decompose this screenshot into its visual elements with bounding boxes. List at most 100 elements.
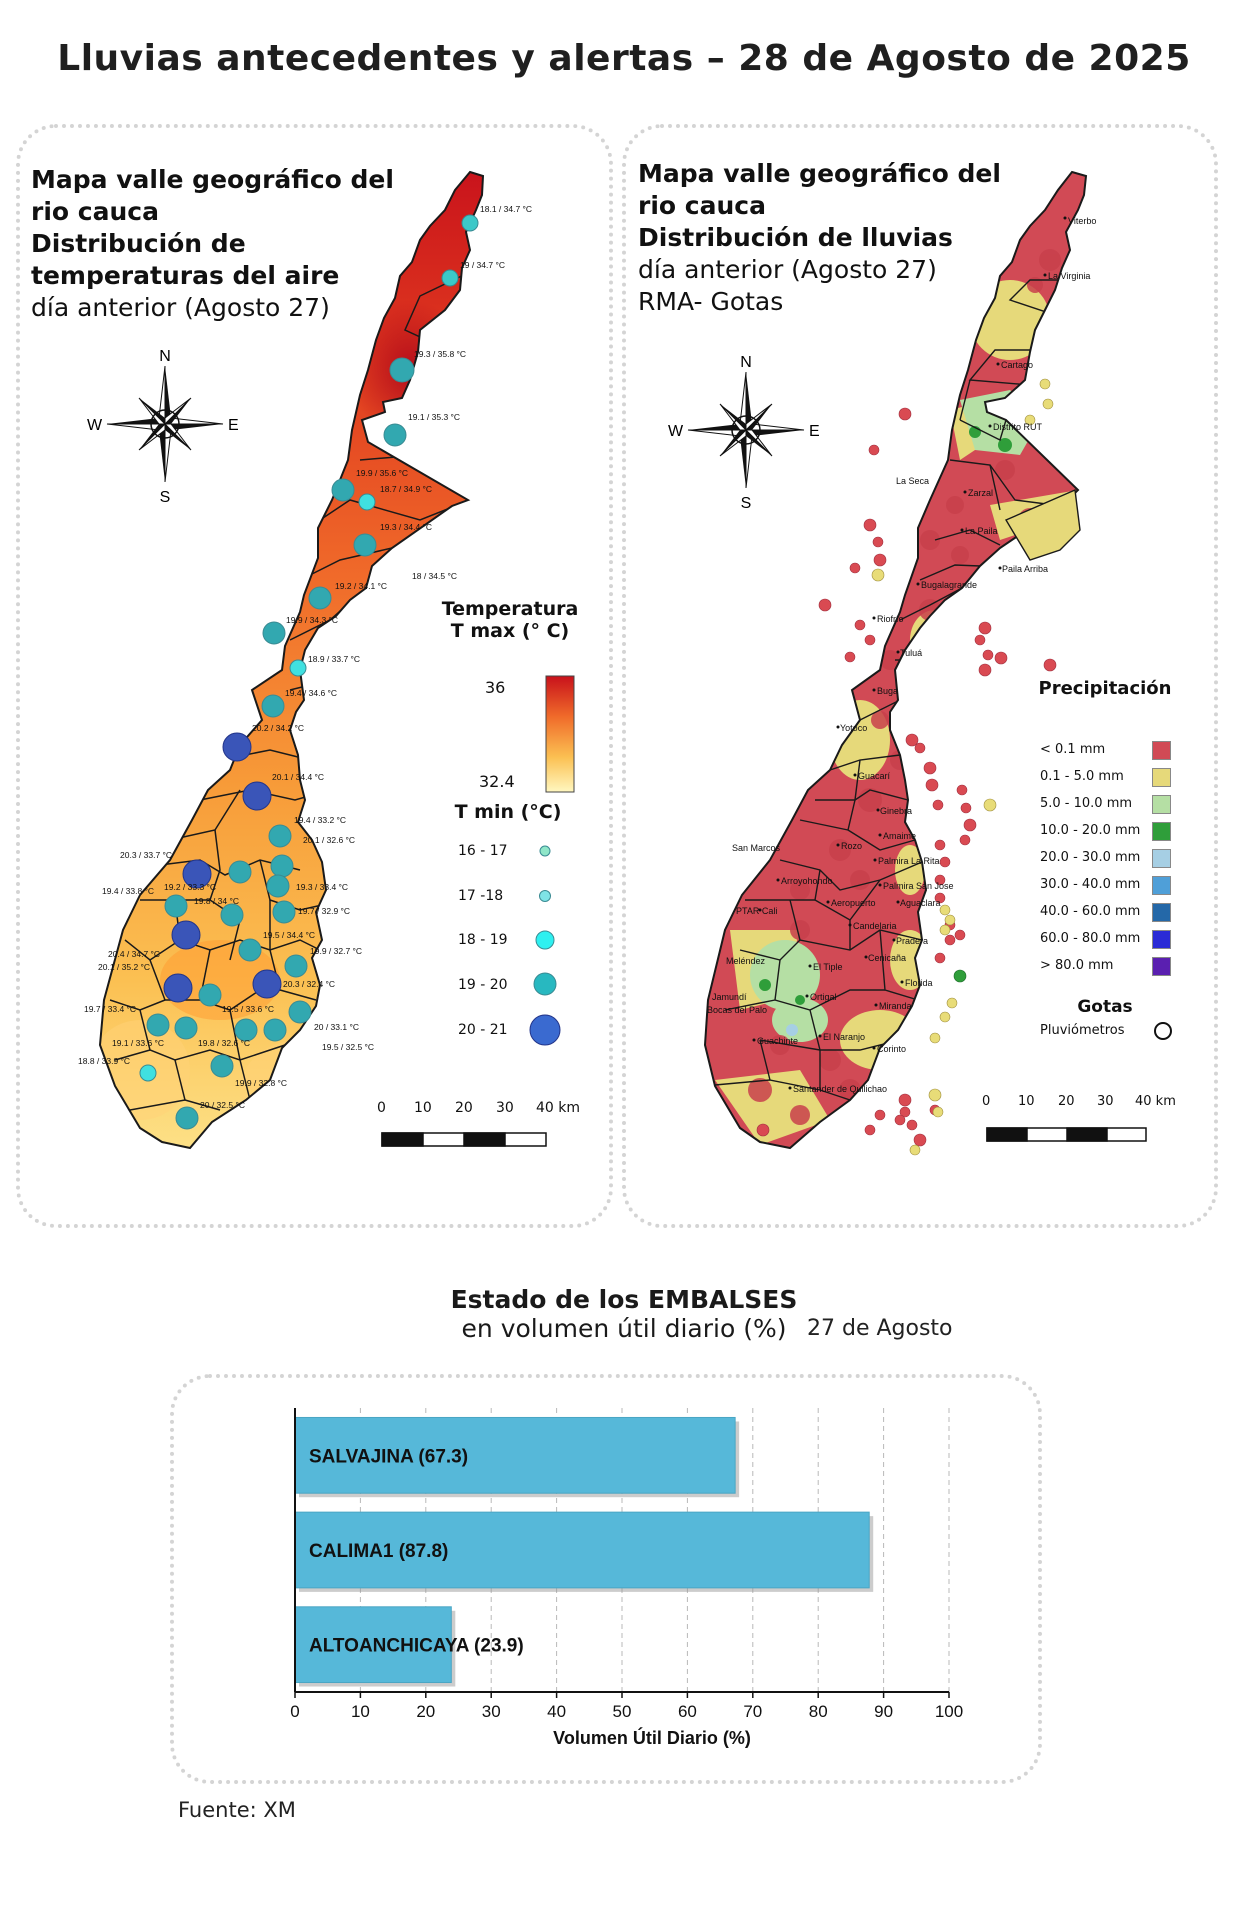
tmin-class-label: 18 - 19 bbox=[458, 932, 508, 948]
reservoirs-title-normal: en volumen útil diario (%) bbox=[461, 1314, 787, 1343]
temp-title-line2: rio cauca bbox=[31, 197, 159, 226]
town-label: Meléndez bbox=[726, 956, 766, 966]
precip-class-label: 30.0 - 40.0 mm bbox=[1040, 877, 1141, 892]
reservoirs-title: Estado de los EMBALSES en volumen útil d… bbox=[0, 1285, 1248, 1343]
station-label: 18.8 / 33.9 °C bbox=[78, 1056, 130, 1066]
town-label: Cartago bbox=[1001, 360, 1033, 370]
scale-label: 40 km bbox=[536, 1100, 581, 1116]
tmin-class-label: 20 - 21 bbox=[458, 1022, 508, 1038]
precip-class-label: 60.0 - 80.0 mm bbox=[1040, 931, 1141, 946]
station-label: 19.9 / 32.7 °C bbox=[310, 946, 362, 956]
scale-label: 0 bbox=[982, 1094, 991, 1109]
tmin-legend-circle-19-20 bbox=[533, 972, 557, 996]
town-label: Miranda bbox=[879, 1001, 912, 1011]
temp-title-line5: día anterior (Agosto 27) bbox=[31, 293, 330, 322]
tmin-legend-circle-18-19 bbox=[535, 930, 555, 950]
precip-class-label: 20.0 - 30.0 mm bbox=[1040, 850, 1141, 865]
reservoir-bar bbox=[294, 1606, 452, 1684]
station-label: 19.4 / 33.8 °C bbox=[102, 886, 154, 896]
page-title: Lluvias antecedentes y alertas – 28 de A… bbox=[57, 38, 1191, 79]
compass-n: N bbox=[740, 354, 752, 371]
x-tick-label: 100 bbox=[935, 1702, 963, 1721]
scale-label: 10 bbox=[1018, 1094, 1035, 1109]
precip-swatch bbox=[1152, 768, 1171, 787]
precip-class-label: 40.0 - 60.0 mm bbox=[1040, 904, 1141, 919]
precip-class-label: 10.0 - 20.0 mm bbox=[1040, 823, 1141, 838]
station-label: 19.7 / 33.4 °C bbox=[84, 1004, 136, 1014]
scale-label: 30 bbox=[1097, 1094, 1114, 1109]
station-label: 20 / 33.1 °C bbox=[314, 1022, 359, 1032]
station-label: 19.2 / 34.1 °C bbox=[335, 581, 387, 591]
compass-s: S bbox=[741, 495, 752, 512]
rain-title-line5: RMA- Gotas bbox=[638, 287, 784, 316]
station-label: 18.1 / 34.7 °C bbox=[480, 204, 532, 214]
compass-n: N bbox=[159, 348, 171, 365]
temp-scale-bar bbox=[381, 1132, 547, 1147]
station-label: 19.3 / 34.4 °C bbox=[380, 522, 432, 532]
temperature-panel bbox=[16, 124, 613, 1228]
town-label: Guacarí bbox=[858, 771, 891, 781]
precip-swatch bbox=[1152, 795, 1171, 814]
town-label: Corinto bbox=[877, 1044, 906, 1054]
tmax-high-label: 36 bbox=[485, 678, 506, 697]
reservoirs-date: 27 de Agosto bbox=[807, 1316, 953, 1341]
station-label: 19.3 / 35.8 °C bbox=[414, 349, 466, 359]
precip-swatch bbox=[1152, 822, 1171, 841]
town-label: Buga bbox=[877, 686, 898, 696]
station-labels: 18.1 / 34.7 °C 19 / 34.7 °C 19.3 / 35.8 … bbox=[78, 204, 532, 1110]
scale-label: 10 bbox=[414, 1100, 432, 1116]
station-label: 19.5 / 32.5 °C bbox=[322, 1042, 374, 1052]
tmin-class-label: 17 -18 bbox=[458, 888, 504, 904]
compass-e: E bbox=[228, 417, 239, 434]
tmax-low-label: 32.4 bbox=[479, 772, 515, 791]
rain-title-line4: día anterior (Agosto 27) bbox=[638, 255, 937, 284]
station-label: 19.8 / 34 °C bbox=[194, 896, 239, 906]
tmax-gradient-bar bbox=[545, 675, 575, 793]
station-label: 19.9 / 32.8 °C bbox=[235, 1078, 287, 1088]
station-label: 19.1 / 33.6 °C bbox=[112, 1038, 164, 1048]
x-tick-label: 10 bbox=[351, 1702, 370, 1721]
town-label: Aeropuerto bbox=[831, 898, 876, 908]
reservoirs-chart: SALVAJINA (67.3) CALIMA1 (87.8) ALTOANCHIC… bbox=[290, 1408, 963, 1748]
town-label: Ginebra bbox=[880, 806, 912, 816]
temp-title-line3: Distribución de bbox=[31, 229, 246, 258]
tmin-legend-circle-20-21 bbox=[529, 1014, 561, 1046]
precip-class-label: > 80.0 mm bbox=[1040, 958, 1114, 973]
pluviometer-legend-icon bbox=[1154, 1022, 1172, 1040]
precip-swatch bbox=[1152, 741, 1171, 760]
tmin-class-label: 19 - 20 bbox=[458, 977, 508, 993]
station-label: 19.2 / 33.3 °C bbox=[164, 882, 216, 892]
scale-label: 0 bbox=[377, 1100, 386, 1116]
compass-w: W bbox=[87, 417, 103, 434]
x-tick-label: 70 bbox=[743, 1702, 762, 1721]
rainfall-map: Viterbo La Virginia Cartago Distrito RUT… bbox=[668, 171, 1172, 1156]
town-label: Tuluá bbox=[900, 648, 922, 658]
compass-s: S bbox=[160, 489, 171, 506]
reservoirs-chart-panel bbox=[170, 1374, 1042, 1784]
temp-title-line1: Mapa valle geográfico del bbox=[31, 165, 394, 194]
station-label: 19.9 / 35.6 °C bbox=[356, 468, 408, 478]
town-label: Santander de Quilichao bbox=[793, 1084, 887, 1094]
town-label: Palmira San Jose bbox=[883, 881, 954, 891]
scale-label: 40 km bbox=[1135, 1094, 1176, 1109]
temp-title-line4: temperaturas del aire bbox=[31, 261, 340, 290]
compass-e: E bbox=[809, 423, 820, 440]
station-label: 19.7 / 32.9 °C bbox=[298, 906, 350, 916]
station-label: 19.4 / 33.2 °C bbox=[294, 815, 346, 825]
gotas-label: Pluviómetros bbox=[1040, 1023, 1125, 1038]
temperature-map: 18.1 / 34.7 °C 19 / 34.7 °C 19.3 / 35.8 … bbox=[78, 171, 575, 1149]
precip-swatch bbox=[1152, 876, 1171, 895]
station-label: 19 / 34.7 °C bbox=[460, 260, 505, 270]
town-label: Rozo bbox=[841, 841, 862, 851]
precip-class-label: 5.0 - 10.0 mm bbox=[1040, 796, 1133, 811]
station-label: 20.1 / 32.6 °C bbox=[303, 835, 355, 845]
town-label: Jamundí bbox=[712, 992, 747, 1002]
town-label: Bugalagrande bbox=[921, 580, 977, 590]
x-tick-label: 80 bbox=[809, 1702, 828, 1721]
town-label: Florida bbox=[905, 978, 933, 988]
bar-label: CALIMA1 (87.8) bbox=[309, 1541, 448, 1562]
reservoirs-title-bold: Estado de los EMBALSES bbox=[450, 1285, 798, 1314]
x-tick-label: 90 bbox=[874, 1702, 893, 1721]
compass-w: W bbox=[668, 423, 684, 440]
station-label: 19.8 / 32.6 °C bbox=[198, 1038, 250, 1048]
